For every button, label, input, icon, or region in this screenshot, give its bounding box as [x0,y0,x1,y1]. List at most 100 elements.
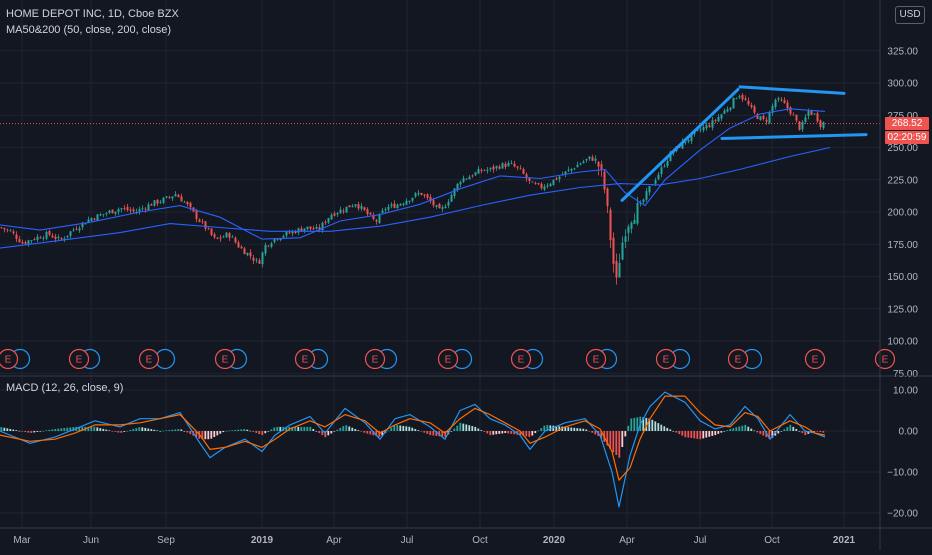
macd-histogram-bar [414,428,417,431]
earnings-marker[interactable] [0,348,19,370]
candle-body [549,183,552,187]
macd-histogram-bar [666,427,669,431]
earnings-marker-label: E [5,355,12,366]
macd-histogram-bar [237,429,240,431]
earnings-marker-label: E [518,355,525,366]
macd-histogram-bar [360,431,363,432]
macd-histogram-bar [735,427,738,431]
candle-body [285,231,288,236]
earnings-marker[interactable] [804,348,826,370]
macd-histogram-bar [225,430,228,432]
macd-histogram-bar [804,431,807,436]
macd-histogram-bar [135,428,138,431]
candle-body [18,239,21,243]
upper-triangle-line[interactable] [738,85,846,95]
macd-histogram-bar [456,425,459,431]
candle-body [798,121,801,130]
macd-histogram-bar [267,431,270,432]
earnings-marker[interactable] [364,348,386,370]
candle-body [0,227,3,229]
candle-body [225,232,228,238]
earnings-marker[interactable] [437,348,459,370]
earnings-marker[interactable] [214,348,236,370]
trendline-drawings[interactable] [620,85,868,202]
candle-body [294,231,297,234]
macd-histogram-bar [351,427,354,431]
candle-body [690,133,693,142]
macd-histogram-bar [618,431,621,458]
candle-body [735,98,738,100]
macd-histogram-bar [216,431,219,436]
macd-histogram-bar [201,431,204,440]
lower-triangle-line[interactable] [720,133,868,140]
currency-button[interactable]: USD [895,6,925,24]
candle-body [531,181,534,183]
macd-histogram-bar [294,426,297,431]
candle-body [222,236,225,238]
candle-body [699,129,702,131]
macd-histogram-bar [387,430,390,432]
candle-body [24,242,27,244]
candle-body [252,257,255,261]
macd-histogram-bar [222,431,225,433]
macd-histogram-bar [816,431,819,432]
price-tick-label: 275.00 [887,111,918,122]
candle-body [801,122,804,130]
earnings-marker[interactable] [138,348,160,370]
candle-body [741,94,744,100]
candle-body [324,221,327,223]
candle-body [426,194,429,198]
macd-histogram-bar [291,426,294,431]
candle-body [726,109,729,112]
macd-histogram-bar [498,431,501,434]
candle-body [231,236,234,238]
earnings-marker[interactable] [585,348,607,370]
candle-body [780,99,783,101]
candle-body [165,196,168,198]
price-tick-label: 325.00 [887,46,918,57]
candle-body [732,97,735,109]
candle-body [345,206,348,213]
candle-body [378,214,381,223]
candle-body [807,111,810,117]
earnings-marker[interactable] [510,348,532,370]
candle-body [618,262,621,278]
candle-body [105,213,108,215]
candle-body [795,114,798,121]
macd-histogram-bar [321,431,324,436]
candle-body [396,204,399,209]
macd-histogram-bar [441,431,444,437]
macd-histogram-bar [750,428,753,431]
macd-histogram-bar [684,431,687,438]
macd-histogram-bar [399,425,402,431]
macd-histogram-bar [651,419,654,431]
macd-histogram-bar [177,429,180,431]
macd-histogram-bar [702,431,705,439]
candle-body [555,178,558,180]
macd-histogram-bar [582,428,585,431]
candle-body [255,259,258,261]
macd-histogram-bar [579,428,582,431]
candle-body [153,200,156,206]
earnings-marker[interactable] [68,348,90,370]
macd-histogram-bar [126,430,129,432]
earnings-marker[interactable] [294,348,316,370]
candle-body [27,240,30,245]
macd-histogram-bar [273,427,276,431]
macd-histogram-bar [195,431,198,438]
uptrend-line[interactable] [620,87,740,202]
earnings-marker[interactable] [727,348,749,370]
macd-histogram-bar [264,431,267,434]
macd-histogram-bar [444,431,447,438]
candle-body [45,231,48,239]
macd-histogram-bar [762,431,765,436]
macd-histogram-bar [609,431,612,450]
candle-body [36,236,39,240]
candle-body [327,218,330,223]
earnings-marker[interactable] [655,348,677,370]
macd-histogram-bar [795,428,798,431]
macd-histogram-bar [258,431,261,435]
macd-histogram-bar [558,426,561,431]
